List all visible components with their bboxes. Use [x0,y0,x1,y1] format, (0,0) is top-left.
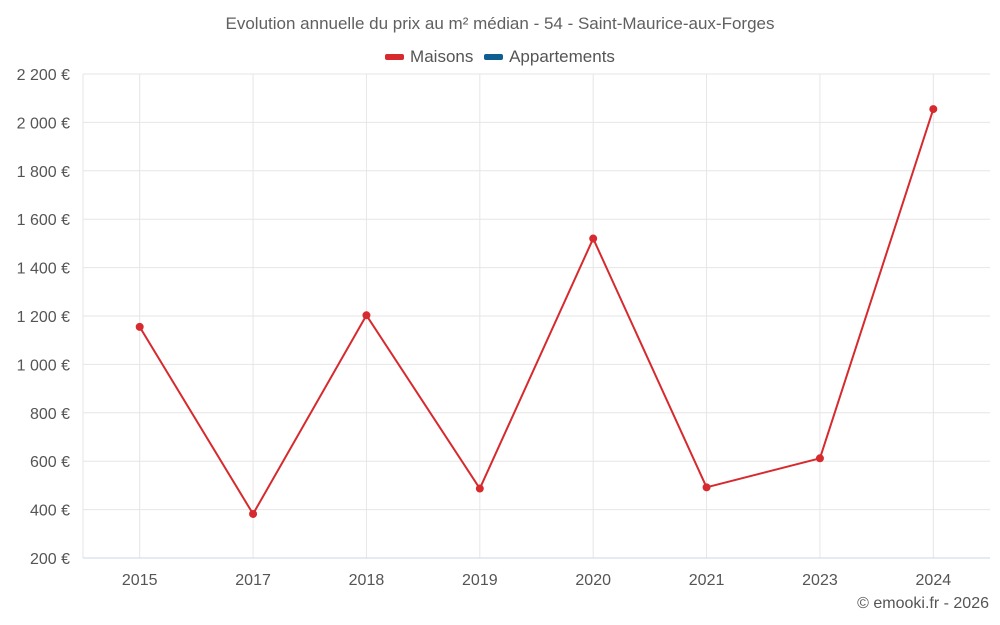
series-line-maisons [138,108,935,515]
x-tick-label: 2019 [462,572,498,589]
chart-title: Evolution annuelle du prix au m² médian … [225,14,775,33]
data-point-maisons [815,454,824,463]
y-tick-label: 1 800 € [17,164,70,181]
y-tick-label: 1 000 € [17,357,70,374]
x-tick-label: 2024 [916,572,952,589]
y-tick-label: 800 € [30,406,70,423]
y-tick-label: 600 € [30,454,70,471]
y-tick-label: 2 000 € [17,115,70,132]
x-tick-label: 2021 [689,572,725,589]
y-tick-label: 200 € [30,551,70,568]
data-point-maisons [475,484,484,493]
data-point-maisons [702,483,711,492]
legend-item-maisons[interactable]: Maisons [385,47,473,67]
y-tick-label: 1 200 € [17,309,70,326]
data-point-maisons [589,234,598,243]
legend-label-appartements: Appartements [509,47,615,66]
x-tick-label: 2015 [122,572,158,589]
credits-text[interactable]: © emooki.fr - 2026 [857,595,989,612]
x-tick-label: 2018 [349,572,385,589]
legend-swatch-appartements [484,54,504,60]
data-point-maisons [135,322,144,331]
y-tick-label: 2 200 € [17,67,70,84]
legend-swatch-maisons [385,54,405,60]
y-tick-label: 400 € [30,503,70,520]
legend-label-maisons: Maisons [410,47,474,66]
legend: Maisons Appartements [0,45,1000,67]
data-point-maisons [362,311,371,320]
x-tick-label: 2017 [235,572,271,589]
legend-item-appartements[interactable]: Appartements [484,47,615,67]
y-tick-label: 1 400 € [17,261,70,278]
x-tick-label: 2023 [802,572,838,589]
x-tick-label: 2020 [575,572,611,589]
y-tick-label: 1 600 € [17,212,70,229]
data-point-maisons [249,509,258,518]
data-point-maisons [929,105,938,114]
